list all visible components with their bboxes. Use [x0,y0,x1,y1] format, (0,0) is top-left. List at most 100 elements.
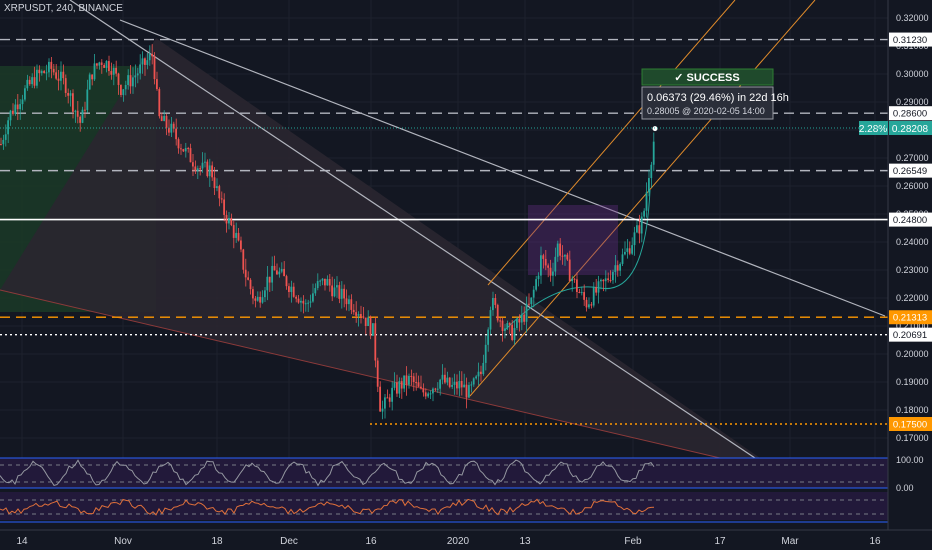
candle-body [420,386,422,389]
candle-body [280,268,283,272]
candle-body [60,71,62,81]
candle-body [475,376,477,379]
candle-body [652,141,655,165]
candle-body [120,84,122,96]
candle-body [638,225,641,234]
candle-body [84,109,86,111]
candle-body [427,393,429,397]
candle-body [247,277,249,280]
candle-body [458,381,461,389]
candle-body [43,70,45,74]
candle-body [242,249,245,270]
x-tick-label: Nov [114,536,132,547]
candle-body [264,290,266,298]
candle-body [338,285,341,299]
candle-body [271,265,273,283]
candle-body [511,324,513,340]
candle-body [619,263,621,271]
candle-body [343,288,345,299]
candle-body [316,281,319,289]
candle-body [624,251,626,255]
candle-body [600,279,602,282]
candle-body [388,397,391,402]
measure-line1: 0.06373 (29.46%) in 22d 16h [647,92,789,104]
candle-body [444,374,446,383]
candle-body [199,168,201,170]
candle-body [573,278,576,280]
candle-body [182,149,185,152]
y-tick-label: 0.27000 [896,153,929,163]
candle-body [360,313,362,317]
candle-body [273,265,276,271]
candle-body [549,267,552,276]
success-annotation[interactable]: ✓ SUCCESS [641,68,774,86]
candle-body [67,92,69,96]
candle-body [216,186,218,189]
candle-body [470,384,473,386]
candle-body [139,64,141,74]
candle-body [408,375,410,385]
price-axis[interactable] [888,0,932,530]
candle-body [300,300,302,303]
candle-body [559,243,561,256]
level-label: 0.31230 [893,35,927,46]
level-label: 0.17500 [893,420,927,431]
candle-body [4,134,7,140]
candle-body [276,270,278,275]
candle-body [319,280,321,282]
candle-body [96,63,98,66]
candle-body [33,77,36,86]
candle-body [520,314,523,323]
candle-body [12,110,14,114]
y-tick-label: 0.32000 [896,13,929,23]
candle-body [285,276,288,287]
candle-body [561,255,564,257]
candle-body [223,199,225,215]
candle-body [465,384,468,398]
candle-body [568,259,571,282]
time-axis[interactable]: 14 Nov 18 Dec 16 2020 13 Feb 17 Mar 16 [16,536,881,547]
candle-body [374,323,377,361]
candle-body [103,64,105,68]
candle-body [364,317,367,326]
candle-body [268,276,271,283]
candle-body [350,299,353,310]
x-tick-label: 13 [519,536,531,547]
level-label: 0.20691 [893,330,927,341]
candle-body [564,254,566,257]
y-tick-label: 0.18000 [896,405,929,415]
candle-body [566,254,569,260]
candle-body [79,116,81,123]
candle-body [616,265,619,271]
candle-body [410,375,413,377]
candle-body [26,79,29,89]
candle-body [424,392,427,397]
candle-body [259,296,261,303]
y-tick-label: 0.26000 [896,181,929,191]
candle-body [158,89,161,117]
candle-body [240,240,242,250]
candle-body [9,110,12,121]
price-axis-level-labels: 0.31230 0.28600 0.26549 0.24800 0.21313 0.206… [889,32,932,431]
candle-body [64,78,67,93]
candle-body [607,278,609,281]
candle-body [48,61,50,73]
candle-body [314,288,317,294]
candle-body [621,254,624,264]
candle-body [19,104,21,110]
candle-body [648,178,650,193]
candle-body [434,388,437,390]
candle-body [189,148,192,163]
candle-body [175,128,177,140]
candle-body [460,381,463,388]
candle-body [184,148,187,152]
candle-body [604,278,607,282]
level-label: 0.24800 [893,215,927,226]
candle-body [552,271,554,276]
measure-tooltip: 0.06373 (29.46%) in 22d 16h 0.28005 @ 20… [641,86,789,120]
candle-body [127,75,129,85]
candle-body [540,255,542,276]
candle-body [292,286,295,297]
candle-body [312,293,314,302]
